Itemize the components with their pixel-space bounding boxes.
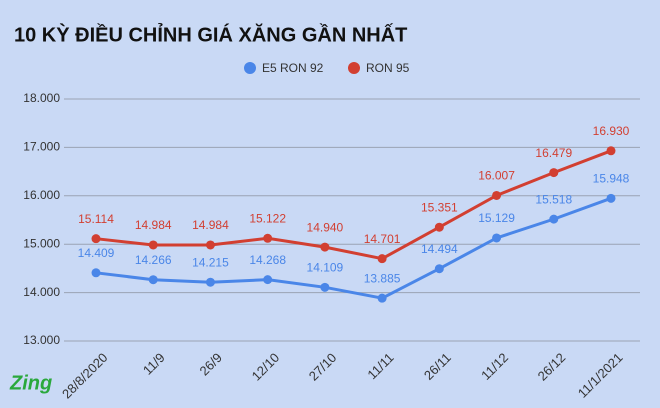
data-point (91, 234, 101, 244)
data-point (549, 214, 559, 224)
value-label: 15.129 (478, 211, 515, 225)
legend-label: RON 95 (366, 61, 410, 75)
data-point (320, 242, 330, 252)
value-label: 15.122 (249, 211, 286, 225)
data-point (492, 233, 502, 243)
data-point (205, 240, 215, 250)
legend-marker (348, 62, 360, 74)
value-label: 15.948 (593, 171, 630, 185)
data-point (434, 264, 444, 274)
data-point (492, 190, 502, 200)
value-label: 14.266 (135, 253, 172, 267)
y-tick-label: 17.000 (23, 140, 60, 154)
value-label: 14.984 (192, 218, 229, 232)
data-point (320, 282, 330, 292)
data-point (148, 240, 158, 250)
legend-label: E5 RON 92 (262, 61, 324, 75)
y-tick-label: 13.000 (23, 333, 60, 347)
value-label: 14.494 (421, 242, 458, 256)
y-tick-label: 18.000 (23, 91, 60, 105)
data-point (434, 222, 444, 232)
value-label: 15.351 (421, 200, 458, 214)
value-label: 14.268 (249, 253, 286, 267)
value-label: 15.114 (78, 212, 114, 226)
y-tick-label: 14.000 (23, 285, 60, 299)
value-label: 14.940 (307, 220, 344, 234)
data-point (377, 254, 387, 264)
data-point (91, 268, 101, 278)
data-point (263, 275, 273, 285)
value-label: 14.109 (307, 260, 344, 274)
value-label: 14.701 (364, 232, 401, 246)
data-point (205, 277, 215, 287)
chart-title: 10 KỲ ĐIỀU CHỈNH GIÁ XĂNG GẦN NHẤT (14, 22, 407, 46)
legend-marker (244, 62, 256, 74)
data-point (263, 233, 273, 243)
value-label: 14.409 (78, 246, 115, 260)
y-tick-label: 15.000 (23, 236, 60, 250)
value-label: 16.479 (535, 146, 572, 160)
value-label: 13.885 (364, 271, 401, 285)
value-label: 15.518 (535, 192, 572, 206)
y-tick-label: 16.000 (23, 188, 60, 202)
series-line (95, 196, 612, 300)
data-point (606, 146, 616, 156)
value-label: 14.984 (135, 218, 172, 232)
data-point (377, 293, 387, 303)
value-label: 16.930 (593, 124, 630, 138)
data-point (549, 168, 559, 178)
logo: Zing (9, 372, 52, 394)
value-label: 14.215 (192, 255, 229, 269)
value-label: 16.007 (478, 169, 515, 183)
data-point (148, 275, 158, 285)
series-line (95, 149, 612, 261)
data-point (606, 193, 616, 203)
